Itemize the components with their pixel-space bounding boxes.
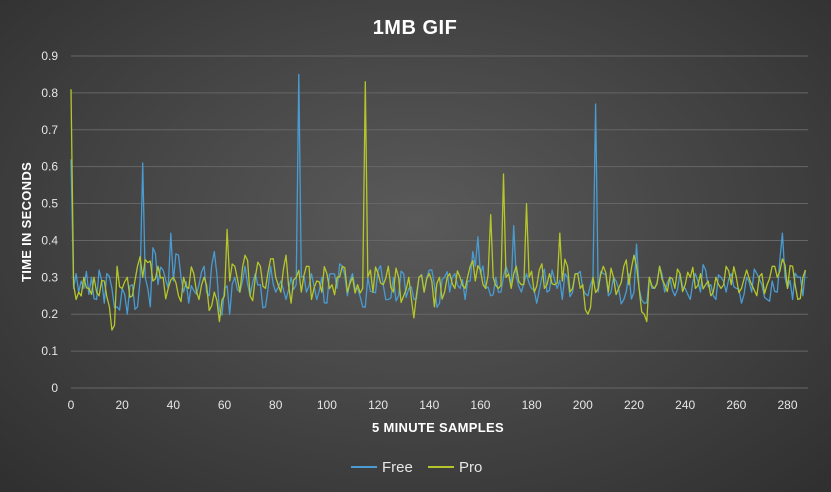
y-tick-label: 0.9	[41, 49, 58, 63]
y-tick-label: 0.1	[41, 344, 58, 358]
y-tick-label: 0.5	[41, 197, 58, 211]
x-tick-label: 180	[522, 398, 542, 412]
y-axis-title: TIME IN SECONDS	[19, 162, 34, 282]
x-tick-label: 40	[167, 398, 181, 412]
chart-title: 1MB GIF	[373, 17, 458, 39]
x-tick-label: 0	[68, 398, 75, 412]
gridlines	[71, 55, 808, 389]
x-tick-label: 280	[778, 398, 798, 412]
x-tick-label: 100	[317, 398, 337, 412]
y-tick-label: 0.6	[41, 160, 58, 174]
series-layer	[70, 73, 807, 331]
x-tick-label: 80	[269, 398, 283, 412]
x-axis-title: 5 MINUTE SAMPLES	[372, 420, 504, 435]
y-tick-label: 0.8	[41, 86, 58, 100]
x-tick-label: 260	[726, 398, 746, 412]
legend-label-free: Free	[382, 459, 413, 476]
series-line-free	[70, 73, 807, 316]
y-tick-label: 0.2	[41, 307, 58, 321]
x-tick-label: 20	[116, 398, 130, 412]
legend-label-pro: Pro	[459, 459, 482, 476]
legend: Free Pro	[351, 459, 482, 476]
y-tick-label: 0.3	[41, 270, 58, 284]
y-tick-label: 0	[51, 381, 58, 395]
series-line-pro	[70, 81, 807, 331]
y-tick-label: 0.7	[41, 123, 58, 137]
x-tick-label: 240	[675, 398, 695, 412]
y-tick-label: 0.4	[41, 233, 58, 247]
y-axis-ticks: 0 0.1 0.2 0.3 0.4 0.5 0.6 0.7 0.8 0.9	[41, 49, 58, 395]
x-tick-label: 160	[470, 398, 490, 412]
x-tick-label: 120	[368, 398, 388, 412]
x-tick-label: 200	[573, 398, 593, 412]
x-axis-ticks: 0 20 40 60 80 100 120 140 160 180 200 220 240 260 280	[68, 398, 798, 412]
x-tick-label: 60	[218, 398, 232, 412]
x-tick-label: 140	[419, 398, 439, 412]
x-tick-label: 220	[624, 398, 644, 412]
